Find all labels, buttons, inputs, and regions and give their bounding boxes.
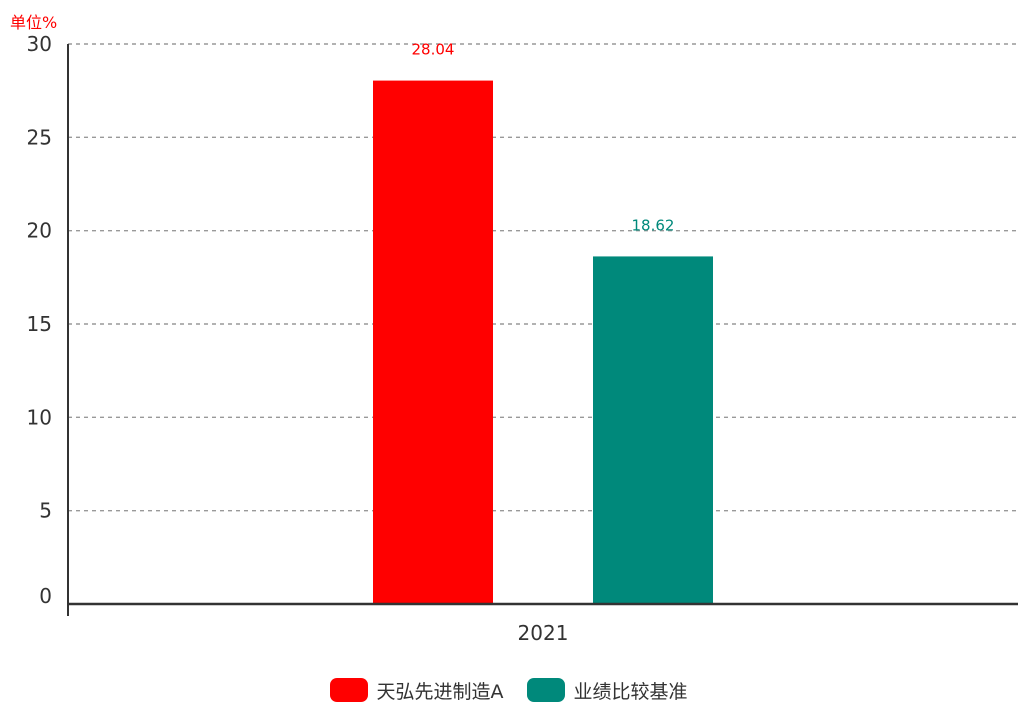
legend: 天弘先进制造A 业绩比较基准 <box>0 672 1018 708</box>
y-tick-label-30: 30 <box>27 32 52 56</box>
legend-item-series-2[interactable]: 业绩比较基准 <box>527 677 688 704</box>
bar-series-2-2021 <box>593 256 713 604</box>
bar-series-1-2021 <box>373 80 493 604</box>
legend-swatch-series-2 <box>527 678 566 702</box>
data-label-series-2-2021: 18.62 <box>632 216 675 234</box>
legend-swatch-series-1 <box>330 678 369 702</box>
legend-label-series-1: 天弘先进制造A <box>376 680 504 703</box>
data-label-series-1-2021: 28.04 <box>412 41 455 59</box>
x-tick-label-2021: 2021 <box>518 621 569 645</box>
gridlines <box>68 43 1018 512</box>
legend-item-series-1[interactable]: 天弘先进制造A <box>330 677 503 704</box>
y-tick-label-20: 20 <box>27 219 52 243</box>
y-tick-label-5: 5 <box>39 499 52 523</box>
y-tick-label-15: 15 <box>27 312 52 336</box>
y-tick-label-10: 10 <box>27 405 52 429</box>
y-tick-label-25: 25 <box>27 125 52 149</box>
y-tick-label-0: 0 <box>39 584 52 608</box>
axes <box>67 44 1018 616</box>
y-axis-unit-label: 单位% <box>10 13 57 32</box>
legend-label-series-2: 业绩比较基准 <box>573 680 688 703</box>
bars <box>373 80 713 604</box>
